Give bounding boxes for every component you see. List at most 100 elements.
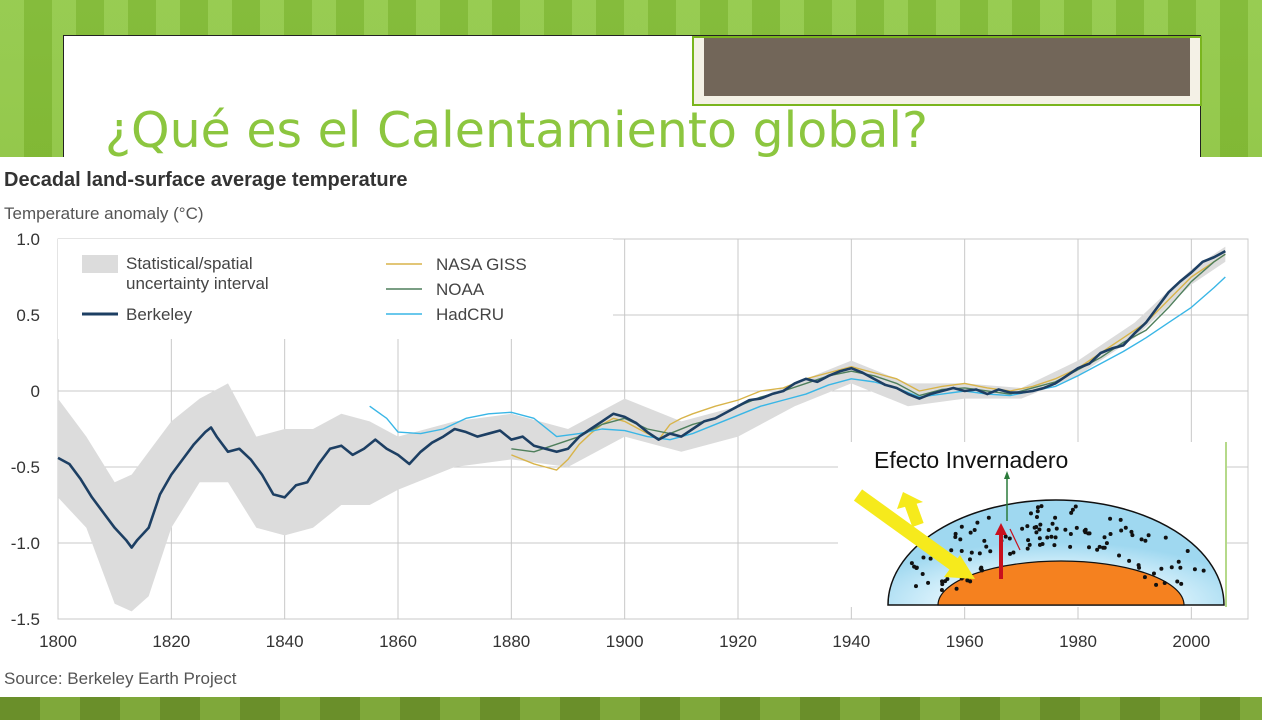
chart-title: Decadal land-surface average temperature <box>4 169 408 191</box>
gas-dot <box>928 556 933 561</box>
gas-dot <box>1102 535 1107 540</box>
gas-dot <box>1130 533 1135 538</box>
escaping-heat-arrow-head <box>1004 471 1010 479</box>
gas-dot <box>977 551 982 556</box>
x-axis-ticks: 1800 1820 1840 1860 1880 1900 1920 1940 1960 1980… <box>39 632 1210 651</box>
gas-dot <box>1139 537 1144 542</box>
x-tick-label: 1880 <box>492 632 530 651</box>
x-tick-label: 1840 <box>266 632 304 651</box>
sun-ray-arrow-head <box>944 555 975 579</box>
slide-content-area <box>63 35 1202 197</box>
gas-dot <box>1136 563 1141 568</box>
gas-dot <box>913 584 918 589</box>
gas-dot <box>1154 582 1159 587</box>
gas-dot <box>1129 529 1134 534</box>
gas-dot <box>1008 551 1013 556</box>
gas-dot <box>1143 538 1148 543</box>
temperature-chart: Decadal land-surface average temperature… <box>4 169 1249 688</box>
gas-dot <box>1097 544 1102 549</box>
gas-dot <box>940 582 945 587</box>
slide-title: ¿Qué es el Calentamiento global? <box>105 102 928 159</box>
gas-dot <box>1037 527 1042 532</box>
gas-dot <box>921 555 926 560</box>
gas-dot <box>1035 509 1040 514</box>
gas-dot <box>984 544 989 549</box>
gas-dot <box>1083 527 1088 532</box>
gas-dot <box>914 565 919 570</box>
gas-dot <box>1163 535 1168 540</box>
legend-nasa-label: NASA GISS <box>436 255 527 274</box>
gas-dot <box>1038 522 1043 527</box>
gas-dot <box>909 561 914 566</box>
gas-dot <box>986 515 991 520</box>
legend-background <box>58 239 613 339</box>
gas-dot <box>1053 515 1058 520</box>
legend-noaa-label: NOAA <box>436 280 485 299</box>
y-tick-label: 0.5 <box>16 306 40 325</box>
gas-dot <box>1049 534 1054 539</box>
reemitted-heat-arrow <box>1009 528 1021 551</box>
x-tick-label: 2000 <box>1172 632 1210 651</box>
chart-panel: Decadal land-surface average temperature… <box>0 157 1262 697</box>
bottom-decoration-bar <box>0 697 1262 720</box>
gas-dot <box>1178 565 1183 570</box>
gas-dot <box>1176 559 1181 564</box>
series-line-berkeley <box>57 250 1226 549</box>
gas-dot <box>1032 525 1037 530</box>
gas-dot <box>1028 511 1033 516</box>
series-line-hadcru <box>369 276 1226 441</box>
gas-dot <box>1159 566 1164 571</box>
gas-dot <box>1073 504 1078 509</box>
title-decoration-box <box>692 36 1202 106</box>
y-axis-label: Temperature anomaly (°C) <box>4 204 204 223</box>
gas-dot <box>1027 542 1032 547</box>
gas-dot <box>980 568 985 573</box>
y-axis-ticks: -1.5 -1.0 -0.5 0 0.5 1.0 <box>11 230 40 629</box>
gas-dot <box>1117 553 1122 558</box>
series-lines <box>57 250 1226 549</box>
legend-hadcru-label: HadCRU <box>436 305 504 324</box>
y-tick-label: 1.0 <box>16 230 40 249</box>
gas-dot <box>1025 546 1030 551</box>
gas-dot <box>1068 544 1073 549</box>
gas-dot <box>939 587 944 592</box>
gas-dot <box>1011 550 1016 555</box>
gas-dot <box>1045 535 1050 540</box>
gas-dot <box>1003 534 1008 539</box>
gas-dot <box>1201 568 1206 573</box>
gas-dot <box>988 549 993 554</box>
x-tick-label: 1860 <box>379 632 417 651</box>
y-tick-label: -0.5 <box>11 458 40 477</box>
gas-dot <box>1192 567 1197 572</box>
gas-dot <box>965 578 970 583</box>
gas-dot <box>959 549 964 554</box>
gas-dot <box>1007 536 1012 541</box>
gas-dot <box>1169 565 1174 570</box>
sun-ray-arrow <box>853 489 967 576</box>
gas-dot <box>1123 525 1128 530</box>
gas-dot <box>1070 507 1075 512</box>
gas-dot <box>1086 531 1091 536</box>
x-tick-label: 1960 <box>946 632 984 651</box>
gas-dot <box>1151 571 1156 576</box>
gas-dot <box>954 586 959 591</box>
gas-dot <box>1020 526 1025 531</box>
gas-dot <box>1104 541 1109 546</box>
gas-dot <box>1052 543 1057 548</box>
y-tick-label: -1.5 <box>11 610 40 629</box>
gas-dot <box>968 530 973 535</box>
gas-dot <box>1053 535 1058 540</box>
gas-dot <box>953 535 958 540</box>
x-tick-label: 1980 <box>1059 632 1097 651</box>
gas-dot <box>1054 526 1059 531</box>
gas-dot <box>1185 549 1190 554</box>
x-tick-label: 1940 <box>832 632 870 651</box>
gas-dot <box>1119 528 1124 533</box>
gas-dot <box>926 580 931 585</box>
gas-dot <box>943 579 948 584</box>
gas-dot <box>1046 527 1051 532</box>
x-tick-label: 1920 <box>719 632 757 651</box>
x-tick-label: 1900 <box>606 632 644 651</box>
gas-dot <box>1102 545 1107 550</box>
gas-dot <box>1074 525 1079 530</box>
